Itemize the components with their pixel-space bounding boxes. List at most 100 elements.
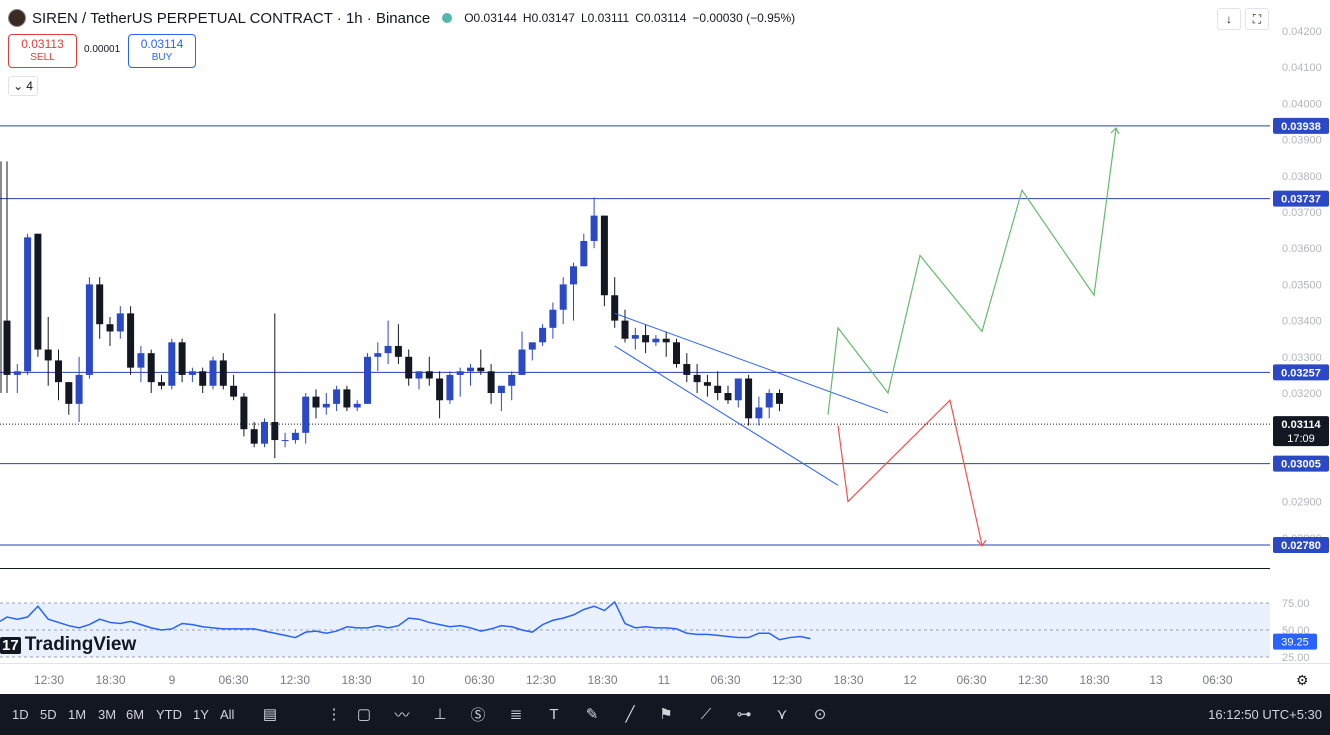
countdown-label: 17:09 [1287,433,1315,445]
text-tool-icon[interactable]: T [549,705,559,723]
candle-body [75,374,83,404]
candle-body [250,429,258,444]
candle-body [158,382,165,386]
candle-body [230,385,238,397]
flag-tool-icon[interactable]: ⚑ [659,706,673,723]
candle-body [755,407,763,419]
candle-body [570,266,577,285]
price-axis-bg [1270,0,1330,694]
x-tick-label: 11 [658,673,671,687]
candle-body [106,324,114,332]
x-tick-label: 06:30 [1202,673,1232,687]
bearish-projection-path [837,399,983,546]
timeframe-1m[interactable]: 1M [68,707,87,722]
ohlc-close: C0.03114 [635,11,687,25]
candle-body [322,403,330,408]
rsi-tick-label: 25.00 [1282,652,1310,664]
candle-body [13,371,21,375]
x-tick-label: 12:30 [526,673,556,687]
timeframe-1y[interactable]: 1Y [193,707,209,722]
market-status-icon [442,13,453,23]
candle-body [683,364,691,375]
rsi-tick-label: 75.00 [1282,598,1310,610]
forecast-tool-icon[interactable]: ⊶ [736,706,752,723]
candle-body [776,393,783,404]
measure-tool-icon[interactable]: ⊙ [813,706,827,723]
candle-body [631,335,639,339]
y-tick-label: 0.03500 [1282,279,1322,291]
ohlc-low: L0.03111 [580,11,630,25]
candle-body [528,342,536,350]
x-tick-label: 18:30 [587,673,617,687]
settings-gear-icon[interactable]: ⚙ [1296,672,1309,688]
level-price-tag [1273,364,1329,381]
timeframe-6m[interactable]: 6M [126,707,145,722]
x-tick-label: 18:30 [95,673,125,687]
candle-body [137,353,145,368]
candle-body [394,345,402,357]
bullish-projection-path [827,128,1117,415]
candle-body [590,215,598,241]
candle-body [477,367,485,372]
brush-tool-icon[interactable]: ✎ [585,706,599,723]
candle-body [724,393,732,401]
candle-body [673,342,680,365]
trend-line-icon[interactable]: ╱ [625,706,635,723]
drag-handle-icon[interactable]: ⋮ [326,706,342,723]
timeframe-5d[interactable]: 5D [40,707,57,722]
candle-body [580,240,588,267]
buy-button[interactable]: 0.03114 BUY [128,34,196,68]
level-price-label: 0.02780 [1281,540,1321,552]
arrow-down-icon[interactable]: ↓ [1217,8,1241,30]
candle-body [652,338,660,343]
candle-body [178,342,186,375]
short-position-icon[interactable]: Ⓢ [470,706,486,724]
sell-button[interactable]: 0.03113 SELL [8,34,77,68]
x-tick-label: 06:30 [218,673,248,687]
level-price-label: 0.03005 [1281,459,1321,471]
path-tool-icon[interactable]: 〰 [394,706,410,724]
candle-body [487,371,495,393]
candle-body [188,371,196,375]
timeframe-1d[interactable]: 1D [12,707,29,722]
utc-clock[interactable]: 16:12:50 UTC+5:30 [1208,707,1322,722]
rsi-band [0,603,1270,657]
y-tick-label: 0.03700 [1282,207,1322,219]
tradingview-wordmark: TradingView [24,634,137,655]
level-price-tag [1273,190,1329,207]
fullscreen-icon[interactable]: ⛶ [1245,8,1269,30]
timeframe-3m[interactable]: 3M [98,707,117,722]
candle-body [353,403,361,408]
y-tick-label: 0.04200 [1282,26,1322,38]
candle-body [281,440,289,442]
indicators-toggle-button[interactable]: ⌄ 4 [8,76,38,96]
candle-body [611,295,619,321]
candle-body [302,396,310,433]
rsi-line [0,600,811,641]
rectangle-tool-icon[interactable]: ▢ [356,706,372,723]
symbol-title[interactable]: SIREN / TetherUS PERPETUAL CONTRACT · 1h… [32,9,431,27]
tradingview-logo: 17 TradingView [0,634,136,656]
level-price-tag [1273,455,1329,472]
date-range-icon[interactable]: ▤ [262,706,278,723]
candle-body [734,378,742,401]
candle-body [745,378,753,419]
y-tick-label: 0.03400 [1282,316,1322,328]
channel-lower-line [614,345,839,486]
polyline-tool-icon[interactable]: ⟋ [700,705,712,723]
candle-body [436,378,444,401]
timeframe-ytd[interactable]: YTD [156,707,182,722]
candle-body [703,382,711,386]
candle-body [549,309,557,328]
x-tick-label: 06:30 [710,673,740,687]
y-tick-label: 0.04000 [1282,98,1322,110]
long-position-icon[interactable]: ⊥ [433,706,447,723]
candle-body [415,371,423,379]
tradingview-logo-icon: 17 [0,636,21,654]
pitchfork-tool-icon[interactable]: ⋎ [776,706,788,723]
fib-retracement-icon[interactable]: ≣ [509,706,523,723]
timeframe-all[interactable]: All [220,707,235,722]
y-tick-label: 0.03900 [1282,135,1322,147]
candle-body [405,356,413,379]
